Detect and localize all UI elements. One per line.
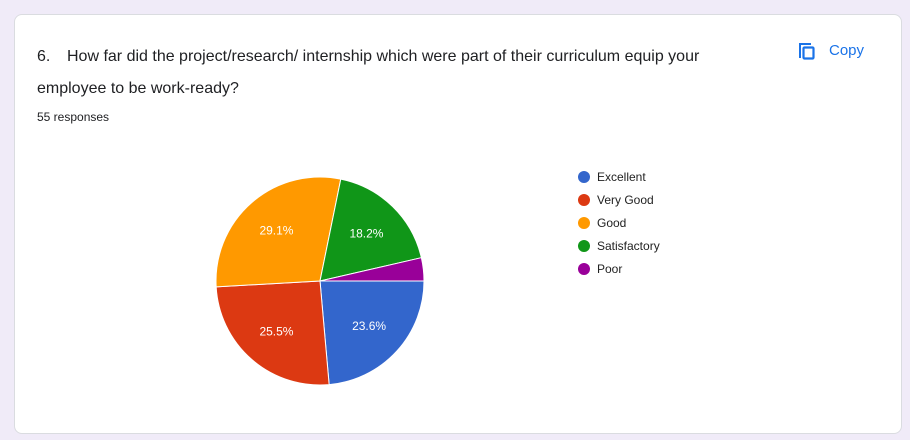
slice-label: 23.6% (352, 319, 386, 333)
pie-slice (215, 176, 342, 288)
response-count: 55 responses (37, 110, 110, 124)
question-text: How far did the project/research/ intern… (37, 48, 700, 97)
legend-swatch (578, 194, 590, 206)
slice-label: 25.5% (259, 324, 293, 338)
legend-label: Poor (597, 262, 622, 276)
question-title: 6. How far did the project/research/ inte… (37, 41, 767, 105)
pie-slice (319, 178, 422, 282)
question-card: 6. How far did the project/research/ inte… (14, 14, 902, 434)
legend-swatch (578, 263, 590, 275)
copy-icon (799, 43, 815, 60)
legend-swatch (578, 240, 590, 252)
question-number: 6. (37, 48, 51, 65)
pie-slice (319, 257, 425, 282)
pie-slice (215, 280, 330, 386)
legend-label: Very Good (597, 193, 654, 207)
copy-button[interactable]: Copy (795, 39, 864, 61)
legend-label: Good (597, 216, 626, 230)
slice-label: 29.1% (259, 224, 293, 238)
copy-label: Copy (829, 41, 865, 59)
legend-label: Excellent (597, 170, 646, 184)
slice-label: 18.2% (349, 226, 383, 240)
legend-swatch (578, 171, 590, 183)
pie-slice (319, 280, 425, 386)
legend-swatch (578, 217, 590, 229)
legend-label: Satisfactory (597, 239, 660, 253)
